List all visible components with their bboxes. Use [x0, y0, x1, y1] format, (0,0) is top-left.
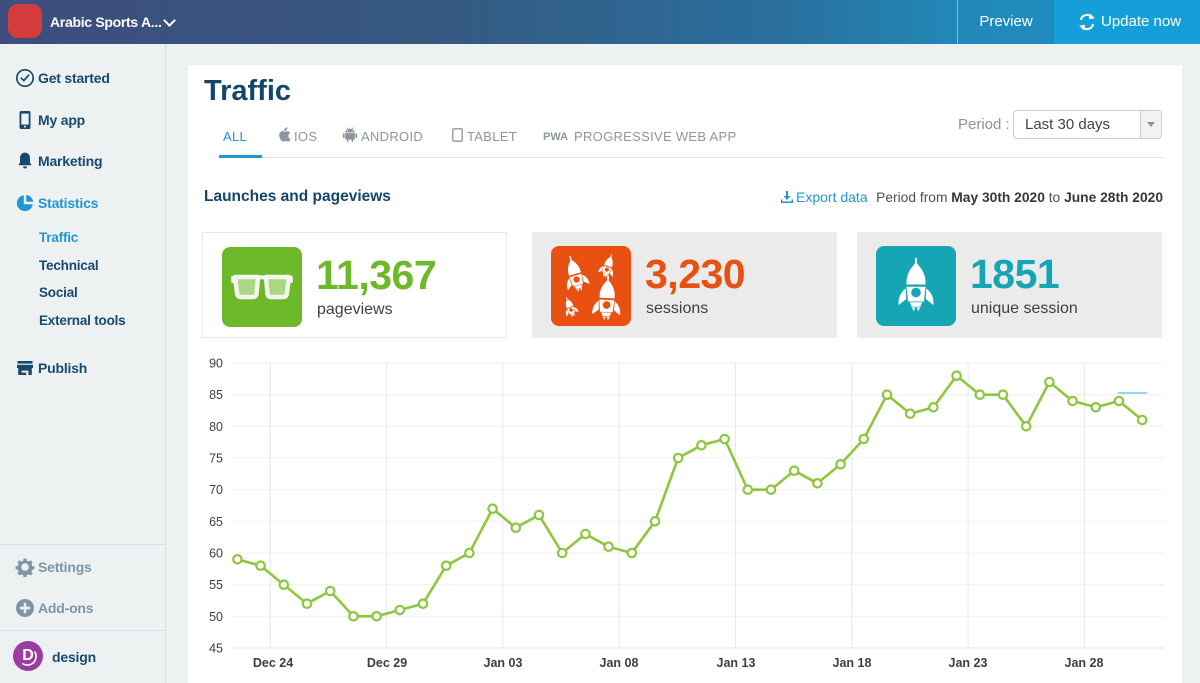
svg-text:Jan 23: Jan 23: [949, 656, 988, 670]
svg-text:85: 85: [209, 388, 223, 402]
svg-text:75: 75: [209, 452, 223, 466]
svg-text:50: 50: [209, 610, 223, 624]
svg-text:70: 70: [209, 483, 223, 497]
svg-text:Jan 08: Jan 08: [600, 656, 639, 670]
svg-text:Jan 28: Jan 28: [1065, 656, 1104, 670]
svg-text:Dec 29: Dec 29: [367, 656, 407, 670]
svg-text:Jan 13: Jan 13: [717, 656, 756, 670]
svg-text:90: 90: [209, 357, 223, 371]
svg-text:60: 60: [209, 547, 223, 561]
svg-text:Dec 24: Dec 24: [253, 656, 293, 670]
svg-text:65: 65: [209, 515, 223, 529]
svg-text:Jan 18: Jan 18: [833, 656, 872, 670]
svg-text:Jan 03: Jan 03: [484, 656, 523, 670]
svg-text:45: 45: [209, 642, 223, 656]
svg-text:80: 80: [209, 420, 223, 434]
svg-text:55: 55: [209, 578, 223, 592]
